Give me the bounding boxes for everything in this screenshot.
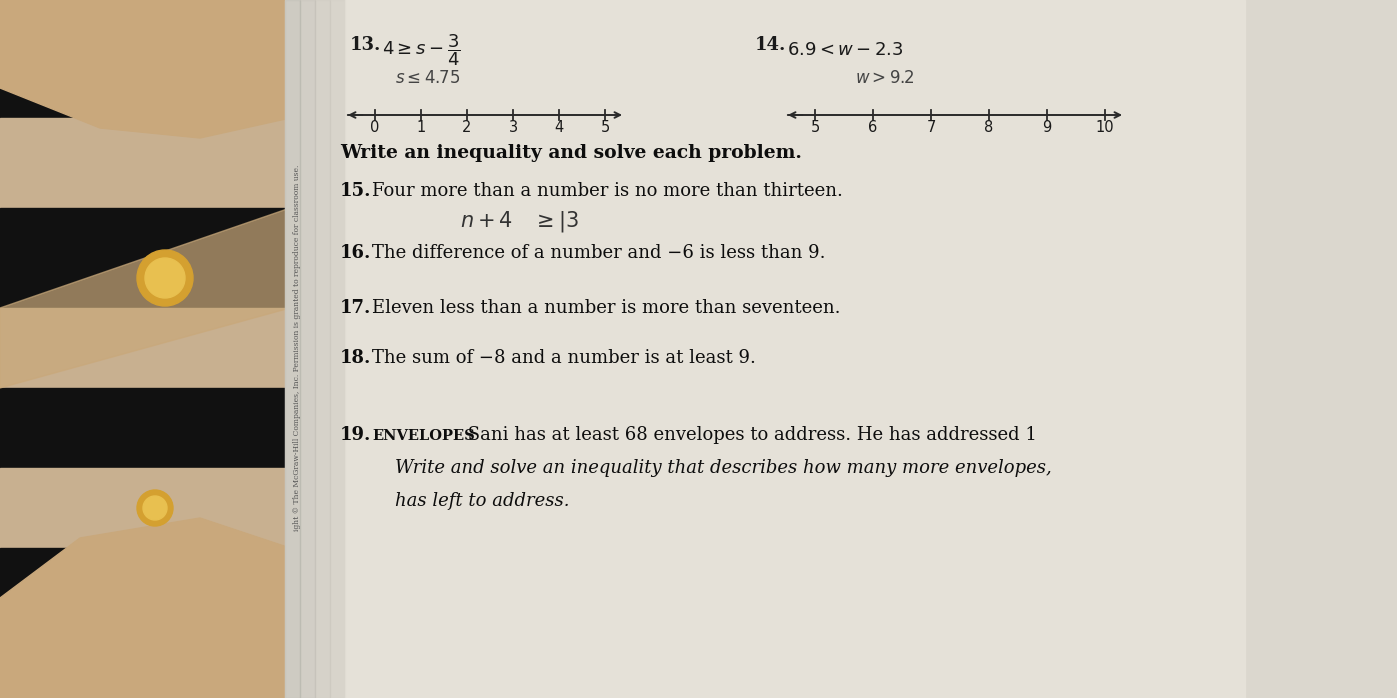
Bar: [0, 0, 291, 698]
Text: 8: 8: [985, 120, 993, 135]
Text: Four more than a number is no more than thirteen.: Four more than a number is no more than …: [372, 182, 842, 200]
Text: 5: 5: [601, 120, 609, 135]
Bar: [285, 0, 1397, 698]
Bar: [0, 548, 291, 628]
Circle shape: [137, 490, 173, 526]
Circle shape: [145, 258, 184, 298]
Text: Eleven less than a number is more than seventeen.: Eleven less than a number is more than s…: [372, 299, 841, 317]
Bar: [0, 468, 291, 548]
Bar: [0, 388, 291, 468]
Bar: [0, 308, 291, 388]
Text: 3: 3: [509, 120, 517, 135]
Text: ENVELOPES: ENVELOPES: [372, 429, 475, 443]
Text: 15.: 15.: [339, 182, 372, 200]
Text: 13.: 13.: [351, 36, 381, 54]
Text: 4: 4: [555, 120, 563, 135]
Text: 5: 5: [810, 120, 820, 135]
Polygon shape: [0, 518, 291, 698]
Text: $6.9 < w - 2.3$: $6.9 < w - 2.3$: [787, 41, 904, 59]
Text: 6: 6: [869, 120, 877, 135]
Text: 18.: 18.: [339, 349, 372, 367]
Text: 9: 9: [1042, 120, 1052, 135]
Text: 1: 1: [416, 120, 426, 135]
Text: 17.: 17.: [339, 299, 372, 317]
Text: Sani has at least 68 envelopes to address. He has addressed 1: Sani has at least 68 envelopes to addres…: [462, 426, 1037, 444]
Text: The difference of a number and −6 is less than 9.: The difference of a number and −6 is les…: [372, 244, 826, 262]
Text: $w > 9.2$: $w > 9.2$: [855, 69, 915, 87]
Bar: [285, 0, 300, 698]
Text: $4 \geq s - \dfrac{3}{4}$: $4 \geq s - \dfrac{3}{4}$: [381, 32, 461, 68]
Text: 19.: 19.: [339, 426, 372, 444]
Text: 14.: 14.: [754, 36, 787, 54]
Bar: [300, 0, 314, 698]
Text: 7: 7: [926, 120, 936, 135]
Circle shape: [142, 496, 168, 520]
Bar: [345, 0, 1245, 698]
Bar: [330, 0, 345, 698]
Circle shape: [137, 250, 193, 306]
Text: 0: 0: [370, 120, 380, 135]
Text: The sum of −8 and a number is at least 9.: The sum of −8 and a number is at least 9…: [372, 349, 756, 367]
Polygon shape: [0, 208, 291, 388]
Text: Write an inequality and solve each problem.: Write an inequality and solve each probl…: [339, 144, 802, 162]
Polygon shape: [0, 0, 291, 138]
Bar: [0, 208, 291, 308]
Text: $s \leq 4.75$: $s \leq 4.75$: [395, 69, 461, 87]
Bar: [0, 628, 291, 698]
Bar: [0, 0, 291, 118]
Text: $n + 4\ \ \  \geq |3$: $n + 4\ \ \ \geq |3$: [460, 209, 578, 234]
Text: 16.: 16.: [339, 244, 372, 262]
Bar: [0, 118, 291, 208]
Text: Write and solve an inequality that describes how many more envelopes,: Write and solve an inequality that descr…: [395, 459, 1052, 477]
Text: 2: 2: [462, 120, 472, 135]
Text: ight © The McGraw-Hill Companies, Inc. Permission is granted to reproduce for cl: ight © The McGraw-Hill Companies, Inc. P…: [293, 165, 300, 531]
Text: has left to address.: has left to address.: [395, 492, 570, 510]
Text: 10: 10: [1095, 120, 1115, 135]
Bar: [314, 0, 330, 698]
